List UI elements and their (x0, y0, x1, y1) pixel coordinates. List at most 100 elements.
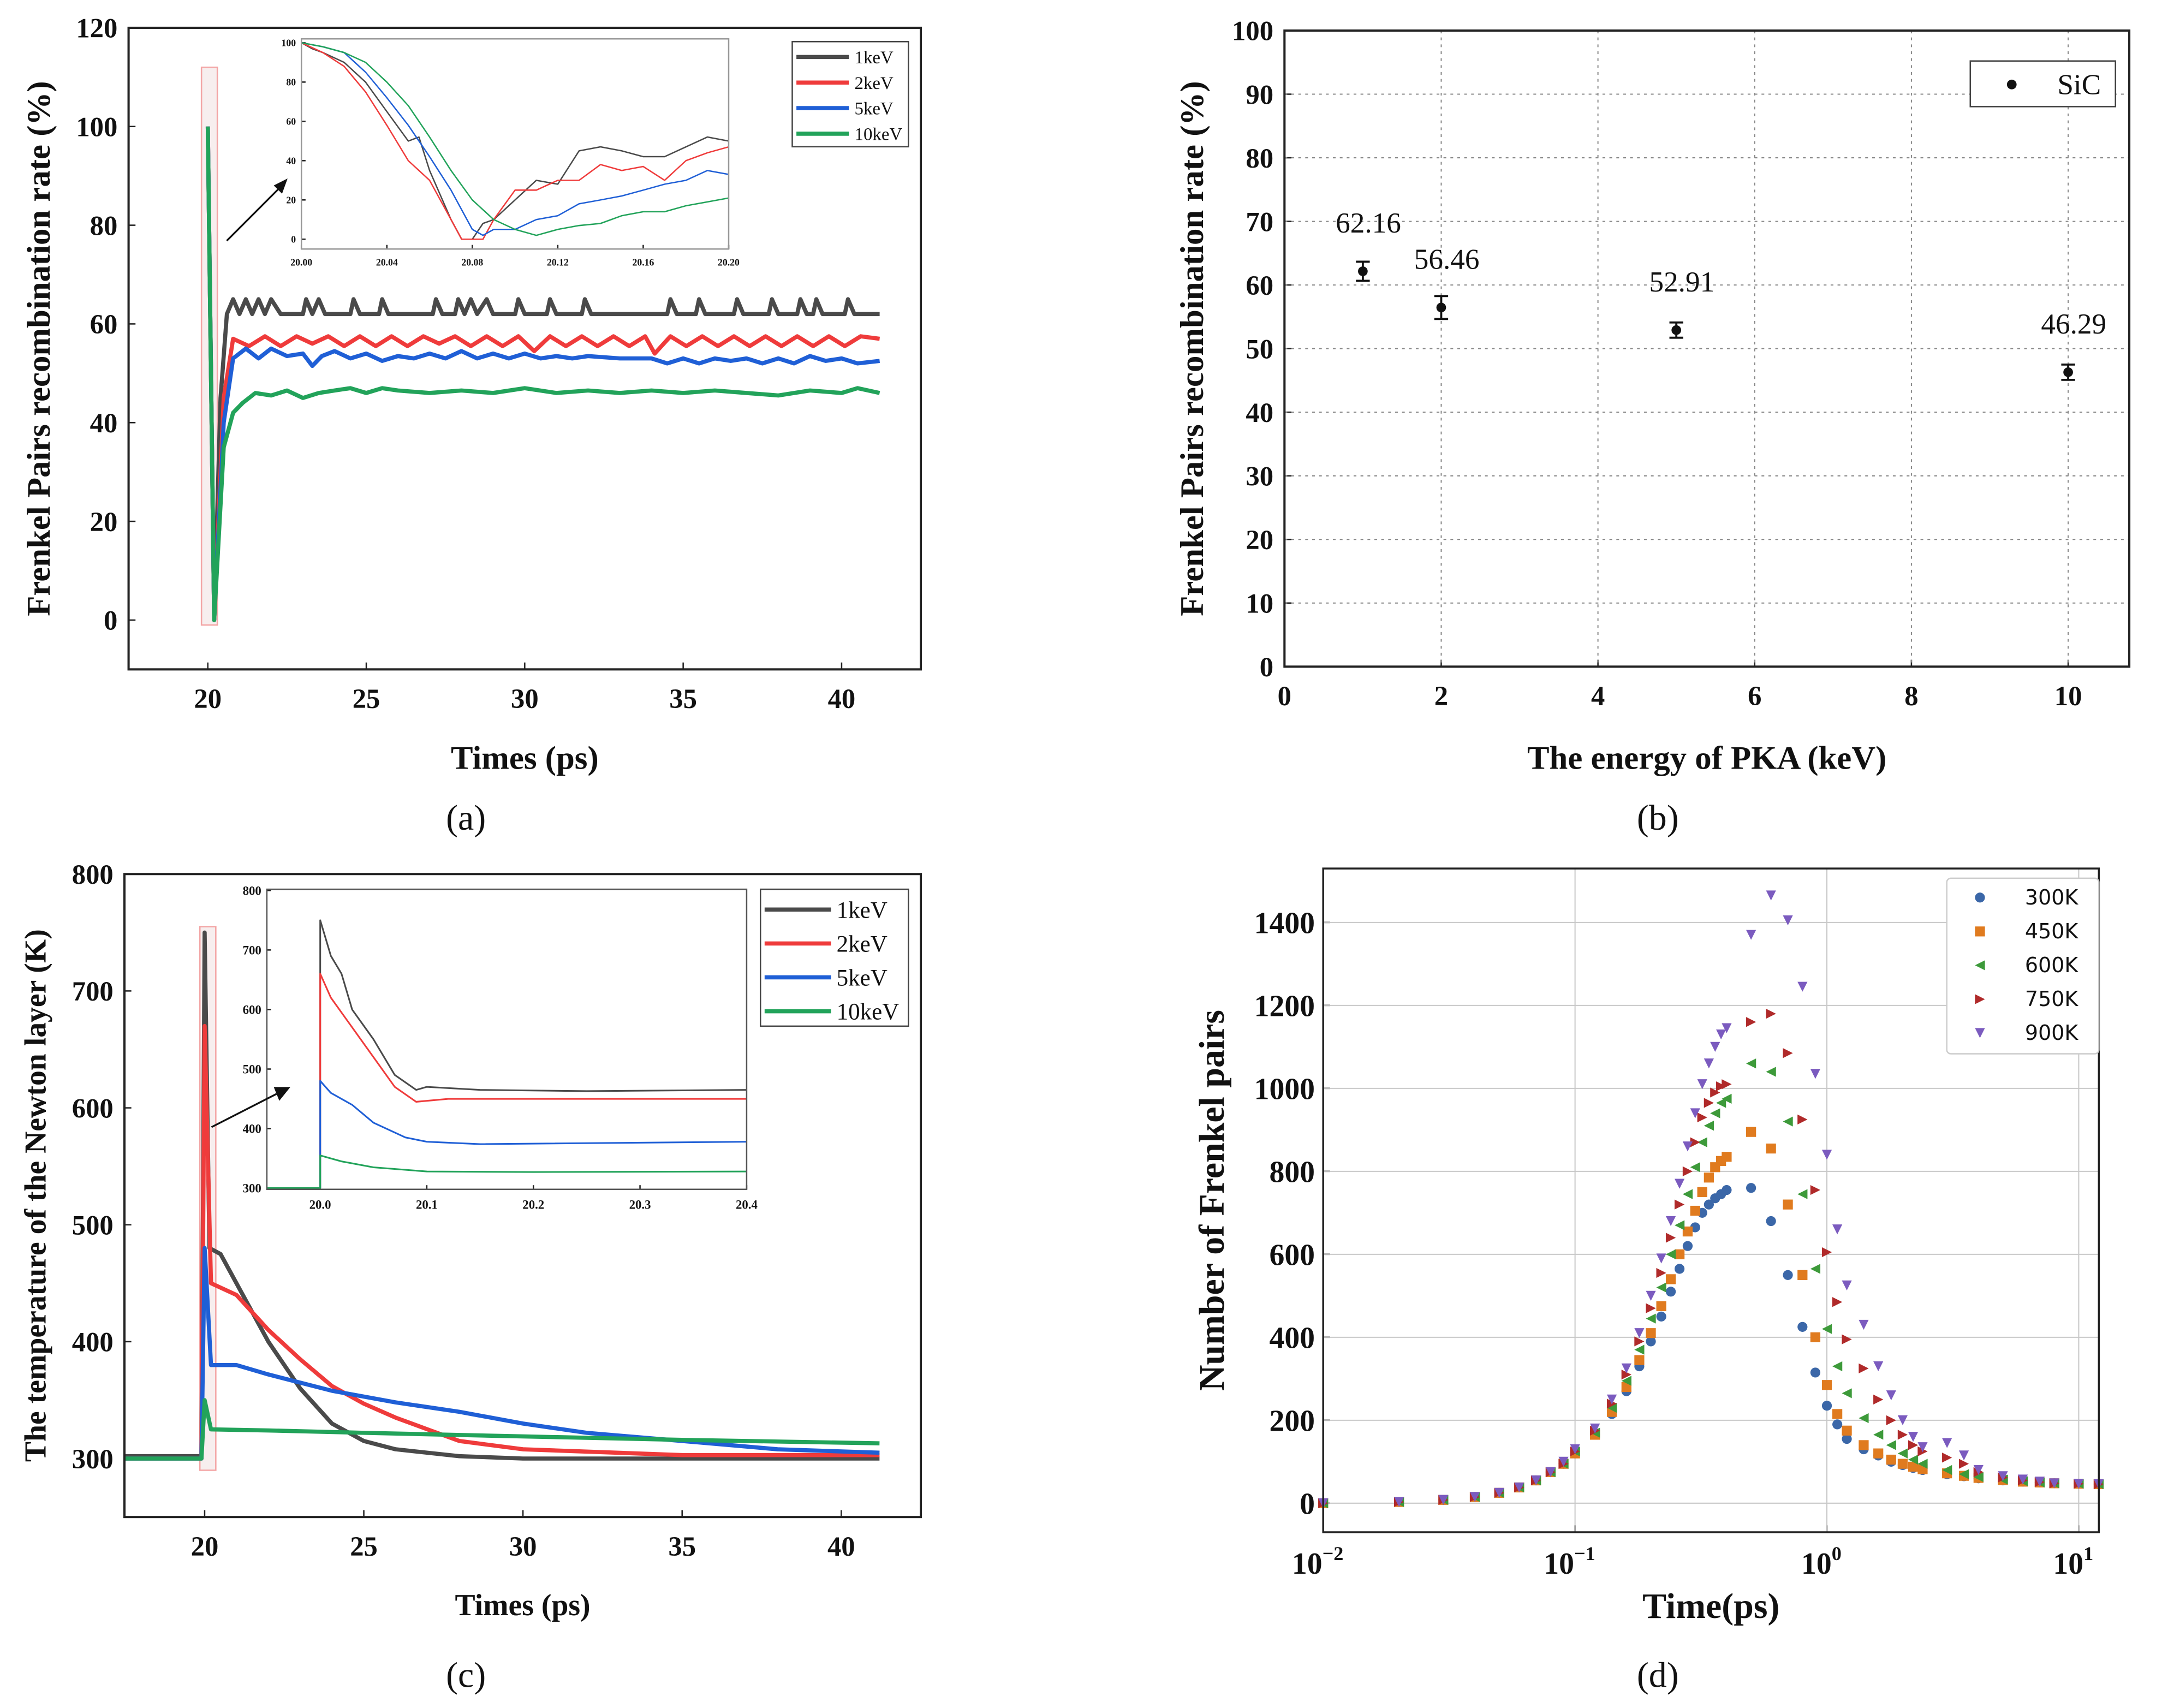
legend-label-1keV: 1keV (837, 897, 888, 923)
data-point-triangle-right (1859, 1363, 1869, 1373)
y-tick-label: 800 (72, 859, 114, 890)
panel-caption: (c) (446, 1656, 486, 1695)
x-tick-label: 20.08 (461, 257, 483, 268)
data-point-triangle-down (1908, 1432, 1919, 1442)
data-point-triangle-left (1917, 1459, 1928, 1469)
arrow-head-icon (273, 178, 288, 194)
data-point-triangle-left (1646, 1313, 1656, 1324)
zoom-arrow (226, 185, 283, 242)
data-point-triangle-left (1973, 1472, 1984, 1483)
x-tick-label: 101 (2053, 1543, 2093, 1581)
data-point-circle (1690, 1222, 1700, 1233)
data-point-triangle-down (1682, 1141, 1693, 1152)
panel-d: 10−2 10−1 100 10102004006008001000120014003… (1192, 867, 2104, 1695)
x-axis-title: Time(ps) (1642, 1586, 1779, 1626)
data-point-triangle-down (2017, 1474, 2028, 1485)
y-tick-label: 500 (243, 1062, 261, 1076)
data-point-square (1621, 1382, 1631, 1392)
data-label: 62.16 (1336, 207, 1401, 239)
y-tick-label: 10 (1246, 588, 1273, 618)
series-line-10keV (125, 1398, 880, 1461)
data-point-triangle-left (1783, 1116, 1793, 1127)
data-point-circle (1766, 1216, 1776, 1227)
data-point-square (1766, 1143, 1776, 1154)
data-point-triangle-left (1710, 1108, 1720, 1118)
y-tick-label: 50 (1246, 334, 1273, 364)
x-tick-label: 20.1 (416, 1198, 438, 1211)
data-point-triangle-down (1697, 1079, 1707, 1090)
legend-label-2keV: 2keV (837, 931, 888, 957)
data-point-square (1722, 1152, 1732, 1162)
data-point-triangle-down (1973, 1465, 1984, 1475)
legend-label-300K: 300K (2025, 885, 2079, 909)
legend-label-10keV: 10keV (854, 125, 902, 145)
x-tick-label: 30 (509, 1531, 537, 1562)
data-point-triangle-right (1783, 1048, 1793, 1058)
legend-marker (2006, 79, 2017, 90)
data-point-triangle-down (1783, 915, 1793, 926)
data-point-circle (1682, 1241, 1693, 1251)
y-tick-label: 600 (1269, 1238, 1315, 1272)
y-tick-label: 400 (1269, 1321, 1315, 1355)
series-line-10keV (205, 126, 880, 622)
data-point-square (1646, 1328, 1656, 1338)
data-point-triangle-down (1469, 1492, 1480, 1502)
panel-c: 20 25 30 35 40 300 400 500 600 700 800 20.0 20.1 20.2… (19, 859, 922, 1695)
y-tick-label: 1000 (1254, 1072, 1315, 1106)
inset-line-1keV (301, 42, 729, 240)
data-point-triangle-left (1832, 1361, 1843, 1372)
series-line-5keV (205, 126, 880, 622)
data-point-triangle-down (1859, 1319, 1869, 1330)
y-tick-label: 600 (243, 1003, 261, 1016)
series-line-2keV (125, 1023, 880, 1461)
data-point-triangle-left (1697, 1137, 1707, 1147)
data-point-triangle-right (1674, 1199, 1685, 1210)
data-point-circle (1656, 1311, 1666, 1322)
y-tick-label: 400 (72, 1327, 114, 1358)
y-tick-label: 100 (76, 111, 117, 142)
data-point-square (1810, 1332, 1821, 1342)
data-point-square (1908, 1461, 1919, 1472)
x-tick-exponent: 0 (1832, 1543, 1842, 1564)
plot-frame (127, 26, 922, 671)
data-label: 46.29 (2041, 308, 2106, 340)
data-point-square (1873, 1448, 1884, 1459)
data-point-triangle-down (1634, 1328, 1645, 1338)
data-point-triangle-down (1842, 1280, 1852, 1290)
x-tick-label: 40 (828, 683, 856, 714)
data-point (1358, 266, 1368, 276)
legend-label-5keV: 5keV (837, 966, 888, 991)
data-point-triangle-down (1716, 1029, 1726, 1040)
data-point-square (1886, 1454, 1896, 1465)
data-point-square (1674, 1249, 1685, 1259)
panel-caption: (a) (446, 798, 486, 838)
y-tick-label: 800 (243, 884, 261, 897)
data-point-triangle-right (1975, 994, 1985, 1004)
data-point-triangle-left (1634, 1344, 1645, 1355)
legend-label-750K: 750K (2025, 987, 2079, 1011)
data-point-triangle-right (1621, 1370, 1631, 1380)
data-point-circle (1821, 1401, 1832, 1411)
data-point-triangle-left (1704, 1121, 1714, 1131)
data-point-square (1634, 1355, 1645, 1365)
data-point-triangle-left (1716, 1098, 1726, 1108)
y-tick-label: 100 (1232, 16, 1273, 46)
zoom-arrow (211, 1093, 277, 1128)
y-tick-label: 300 (243, 1182, 261, 1195)
data-point-triangle-right (1722, 1079, 1732, 1090)
data-point-triangle-down (1746, 930, 1756, 940)
x-tick-label: 100 (1801, 1543, 1842, 1581)
data-point-circle (1842, 1433, 1852, 1444)
data-point-triangle-left (1656, 1282, 1666, 1293)
data-point-triangle-left (1958, 1469, 1969, 1479)
data-point-triangle-down (2074, 1478, 2084, 1489)
y-tick-label: 80 (1246, 143, 1273, 174)
series-line-2keV (205, 126, 880, 622)
data-point-triangle-left (1722, 1093, 1732, 1104)
x-tick-label: 20 (194, 683, 222, 714)
data-point-triangle-down (1531, 1475, 1541, 1486)
data-point-square (1832, 1409, 1843, 1419)
data-point-circle (1832, 1419, 1843, 1430)
legend-box (759, 888, 909, 1027)
x-tick-label: 20.0 (309, 1198, 331, 1211)
